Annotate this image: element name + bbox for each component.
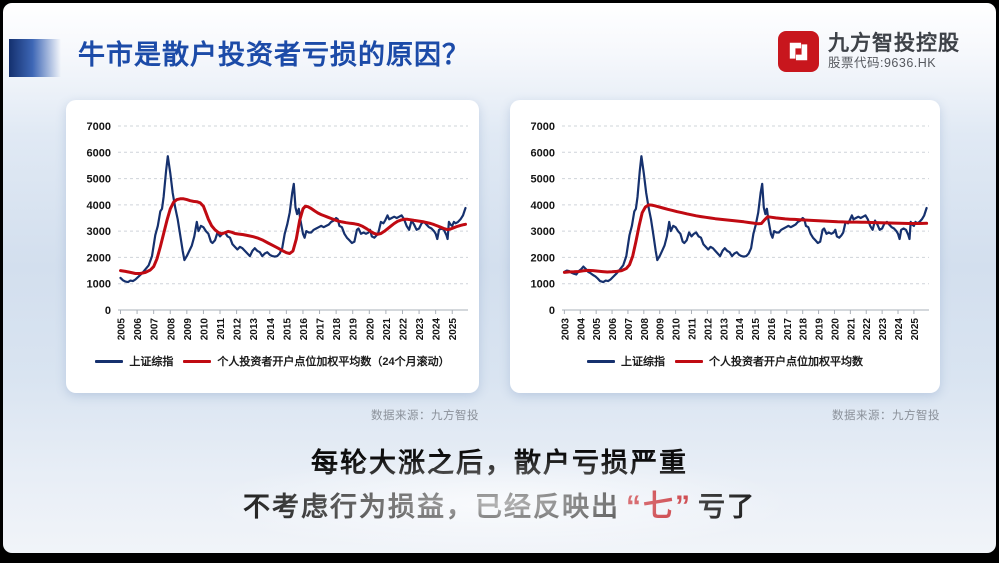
svg-text:1000: 1000 xyxy=(87,279,111,291)
conclusion-line-2-post: 亏了 xyxy=(698,492,756,522)
svg-text:2021: 2021 xyxy=(382,318,393,341)
title-accent-bar xyxy=(9,39,61,77)
svg-text:2017: 2017 xyxy=(783,318,794,341)
conclusion-line-2: 不考虑行为损益，已经反映出 “七” 亏了 xyxy=(3,481,996,525)
svg-text:5000: 5000 xyxy=(87,174,111,186)
chart-left-legend: 上证综指 个人投资者开户点位加权平均数（24个月滚动） xyxy=(95,353,450,369)
svg-text:2004: 2004 xyxy=(576,318,587,341)
svg-text:2006: 2006 xyxy=(133,318,144,341)
legend-swatch-red xyxy=(183,359,212,363)
svg-text:6000: 6000 xyxy=(87,147,111,159)
chart-card-left: 0 1000 2000 3000 4000 5000 6000 7000 2005 2006 200… xyxy=(66,100,479,393)
svg-text:2012: 2012 xyxy=(233,318,244,341)
svg-text:2014: 2014 xyxy=(735,318,746,341)
conclusion-line-2-pre: 不考虑行为损益，已经反映出 xyxy=(243,492,620,522)
legend-label-index: 上证综指 xyxy=(129,356,174,368)
svg-text:2011: 2011 xyxy=(216,318,227,340)
svg-text:4000: 4000 xyxy=(87,200,111,212)
svg-text:2005: 2005 xyxy=(592,318,603,341)
svg-text:2010: 2010 xyxy=(199,318,210,341)
charts-row: 0 1000 2000 3000 4000 5000 6000 7000 2005 2006 200… xyxy=(66,100,940,393)
svg-text:4000: 4000 xyxy=(531,200,555,212)
svg-text:2016: 2016 xyxy=(299,318,310,341)
svg-text:6000: 6000 xyxy=(531,147,555,159)
svg-text:2016: 2016 xyxy=(767,318,778,341)
slide-background: 牛市是散户投资者亏损的原因？ 九方智投控股 股票代码:9636.HK 0 1000… xyxy=(3,3,996,553)
svg-text:0: 0 xyxy=(105,305,111,317)
chart-right-legend: 上证综指 个人投资者开户点位加权平均数 xyxy=(587,353,863,369)
svg-text:7000: 7000 xyxy=(87,121,111,133)
svg-text:2024: 2024 xyxy=(432,318,443,341)
svg-text:2024: 2024 xyxy=(894,318,905,341)
logo-text: 九方智投控股 股票代码:9636.HK xyxy=(828,32,960,71)
legend-item-average: 个人投资者开户点位加权平均数（24个月滚动） xyxy=(183,353,450,369)
stock-code: 股票代码:9636.HK xyxy=(828,56,937,71)
svg-text:2017: 2017 xyxy=(316,318,327,341)
svg-text:2019: 2019 xyxy=(815,318,826,341)
svg-text:2018: 2018 xyxy=(332,318,343,341)
svg-text:2019: 2019 xyxy=(349,318,360,341)
svg-text:2022: 2022 xyxy=(862,318,873,341)
svg-text:2011: 2011 xyxy=(688,318,699,340)
svg-text:2009: 2009 xyxy=(656,318,667,341)
legend-item-index: 上证综指 xyxy=(587,353,665,369)
svg-text:2013: 2013 xyxy=(249,318,260,341)
svg-text:2009: 2009 xyxy=(183,318,194,341)
legend-swatch-blue xyxy=(587,359,615,363)
conclusion-line-1: 每轮大涨之后，散户亏损严重 xyxy=(311,448,688,478)
page-title: 牛市是散户投资者亏损的原因？ xyxy=(78,40,470,70)
svg-text:7000: 7000 xyxy=(531,121,555,133)
svg-text:2015: 2015 xyxy=(282,318,293,341)
svg-text:2007: 2007 xyxy=(624,318,635,341)
svg-text:2000: 2000 xyxy=(87,252,111,264)
svg-text:1000: 1000 xyxy=(531,279,555,291)
svg-text:3000: 3000 xyxy=(87,226,111,238)
svg-text:2005: 2005 xyxy=(117,318,128,341)
svg-text:2023: 2023 xyxy=(878,318,889,341)
svg-text:2015: 2015 xyxy=(751,318,762,341)
chart-right-cumulative-average: 0 1000 2000 3000 4000 5000 6000 7000 2003 2004 200… xyxy=(531,121,929,341)
svg-text:2023: 2023 xyxy=(415,318,426,341)
svg-text:2000: 2000 xyxy=(531,252,555,264)
svg-text:2008: 2008 xyxy=(166,318,177,341)
svg-text:2022: 2022 xyxy=(399,318,410,341)
legend-swatch-red xyxy=(675,359,703,363)
svg-text:3000: 3000 xyxy=(531,226,555,238)
legend-item-average: 个人投资者开户点位加权平均数 xyxy=(675,353,863,369)
chart-left-rolling-average: 0 1000 2000 3000 4000 5000 6000 7000 2005 2006 200… xyxy=(87,121,468,341)
svg-text:2025: 2025 xyxy=(448,318,459,341)
svg-text:2021: 2021 xyxy=(846,318,857,341)
legend-swatch-blue xyxy=(95,359,124,363)
svg-text:2008: 2008 xyxy=(640,318,651,341)
svg-text:2012: 2012 xyxy=(703,318,714,341)
svg-text:2010: 2010 xyxy=(672,318,683,341)
svg-text:2007: 2007 xyxy=(150,318,161,341)
data-source-right: 数据来源：九方智投 xyxy=(832,410,940,422)
conclusion-highlight-seven: “七” xyxy=(626,490,692,523)
svg-text:2018: 2018 xyxy=(799,318,810,341)
company-logo: 九方智投控股 股票代码:9636.HK xyxy=(778,31,960,72)
svg-text:2013: 2013 xyxy=(719,318,730,341)
legend-label-average: 个人投资者开户点位加权平均数（24个月滚动） xyxy=(217,356,450,368)
data-source-left: 数据来源：九方智投 xyxy=(371,410,479,422)
svg-text:0: 0 xyxy=(549,305,555,317)
svg-text:2025: 2025 xyxy=(910,318,921,341)
svg-text:2020: 2020 xyxy=(365,318,376,341)
chart-card-right: 0 1000 2000 3000 4000 5000 6000 7000 2003 2004 200… xyxy=(510,100,940,393)
svg-text:2020: 2020 xyxy=(831,318,842,341)
legend-label-average: 个人投资者开户点位加权平均数 xyxy=(709,356,863,368)
logo-mark-icon xyxy=(778,31,819,72)
svg-text:2003: 2003 xyxy=(560,318,571,341)
svg-text:5000: 5000 xyxy=(531,174,555,186)
svg-text:2006: 2006 xyxy=(608,318,619,341)
company-name: 九方智投控股 xyxy=(828,32,960,56)
legend-label-index: 上证综指 xyxy=(621,356,665,368)
legend-item-index: 上证综指 xyxy=(95,353,173,369)
svg-text:2014: 2014 xyxy=(266,318,277,341)
